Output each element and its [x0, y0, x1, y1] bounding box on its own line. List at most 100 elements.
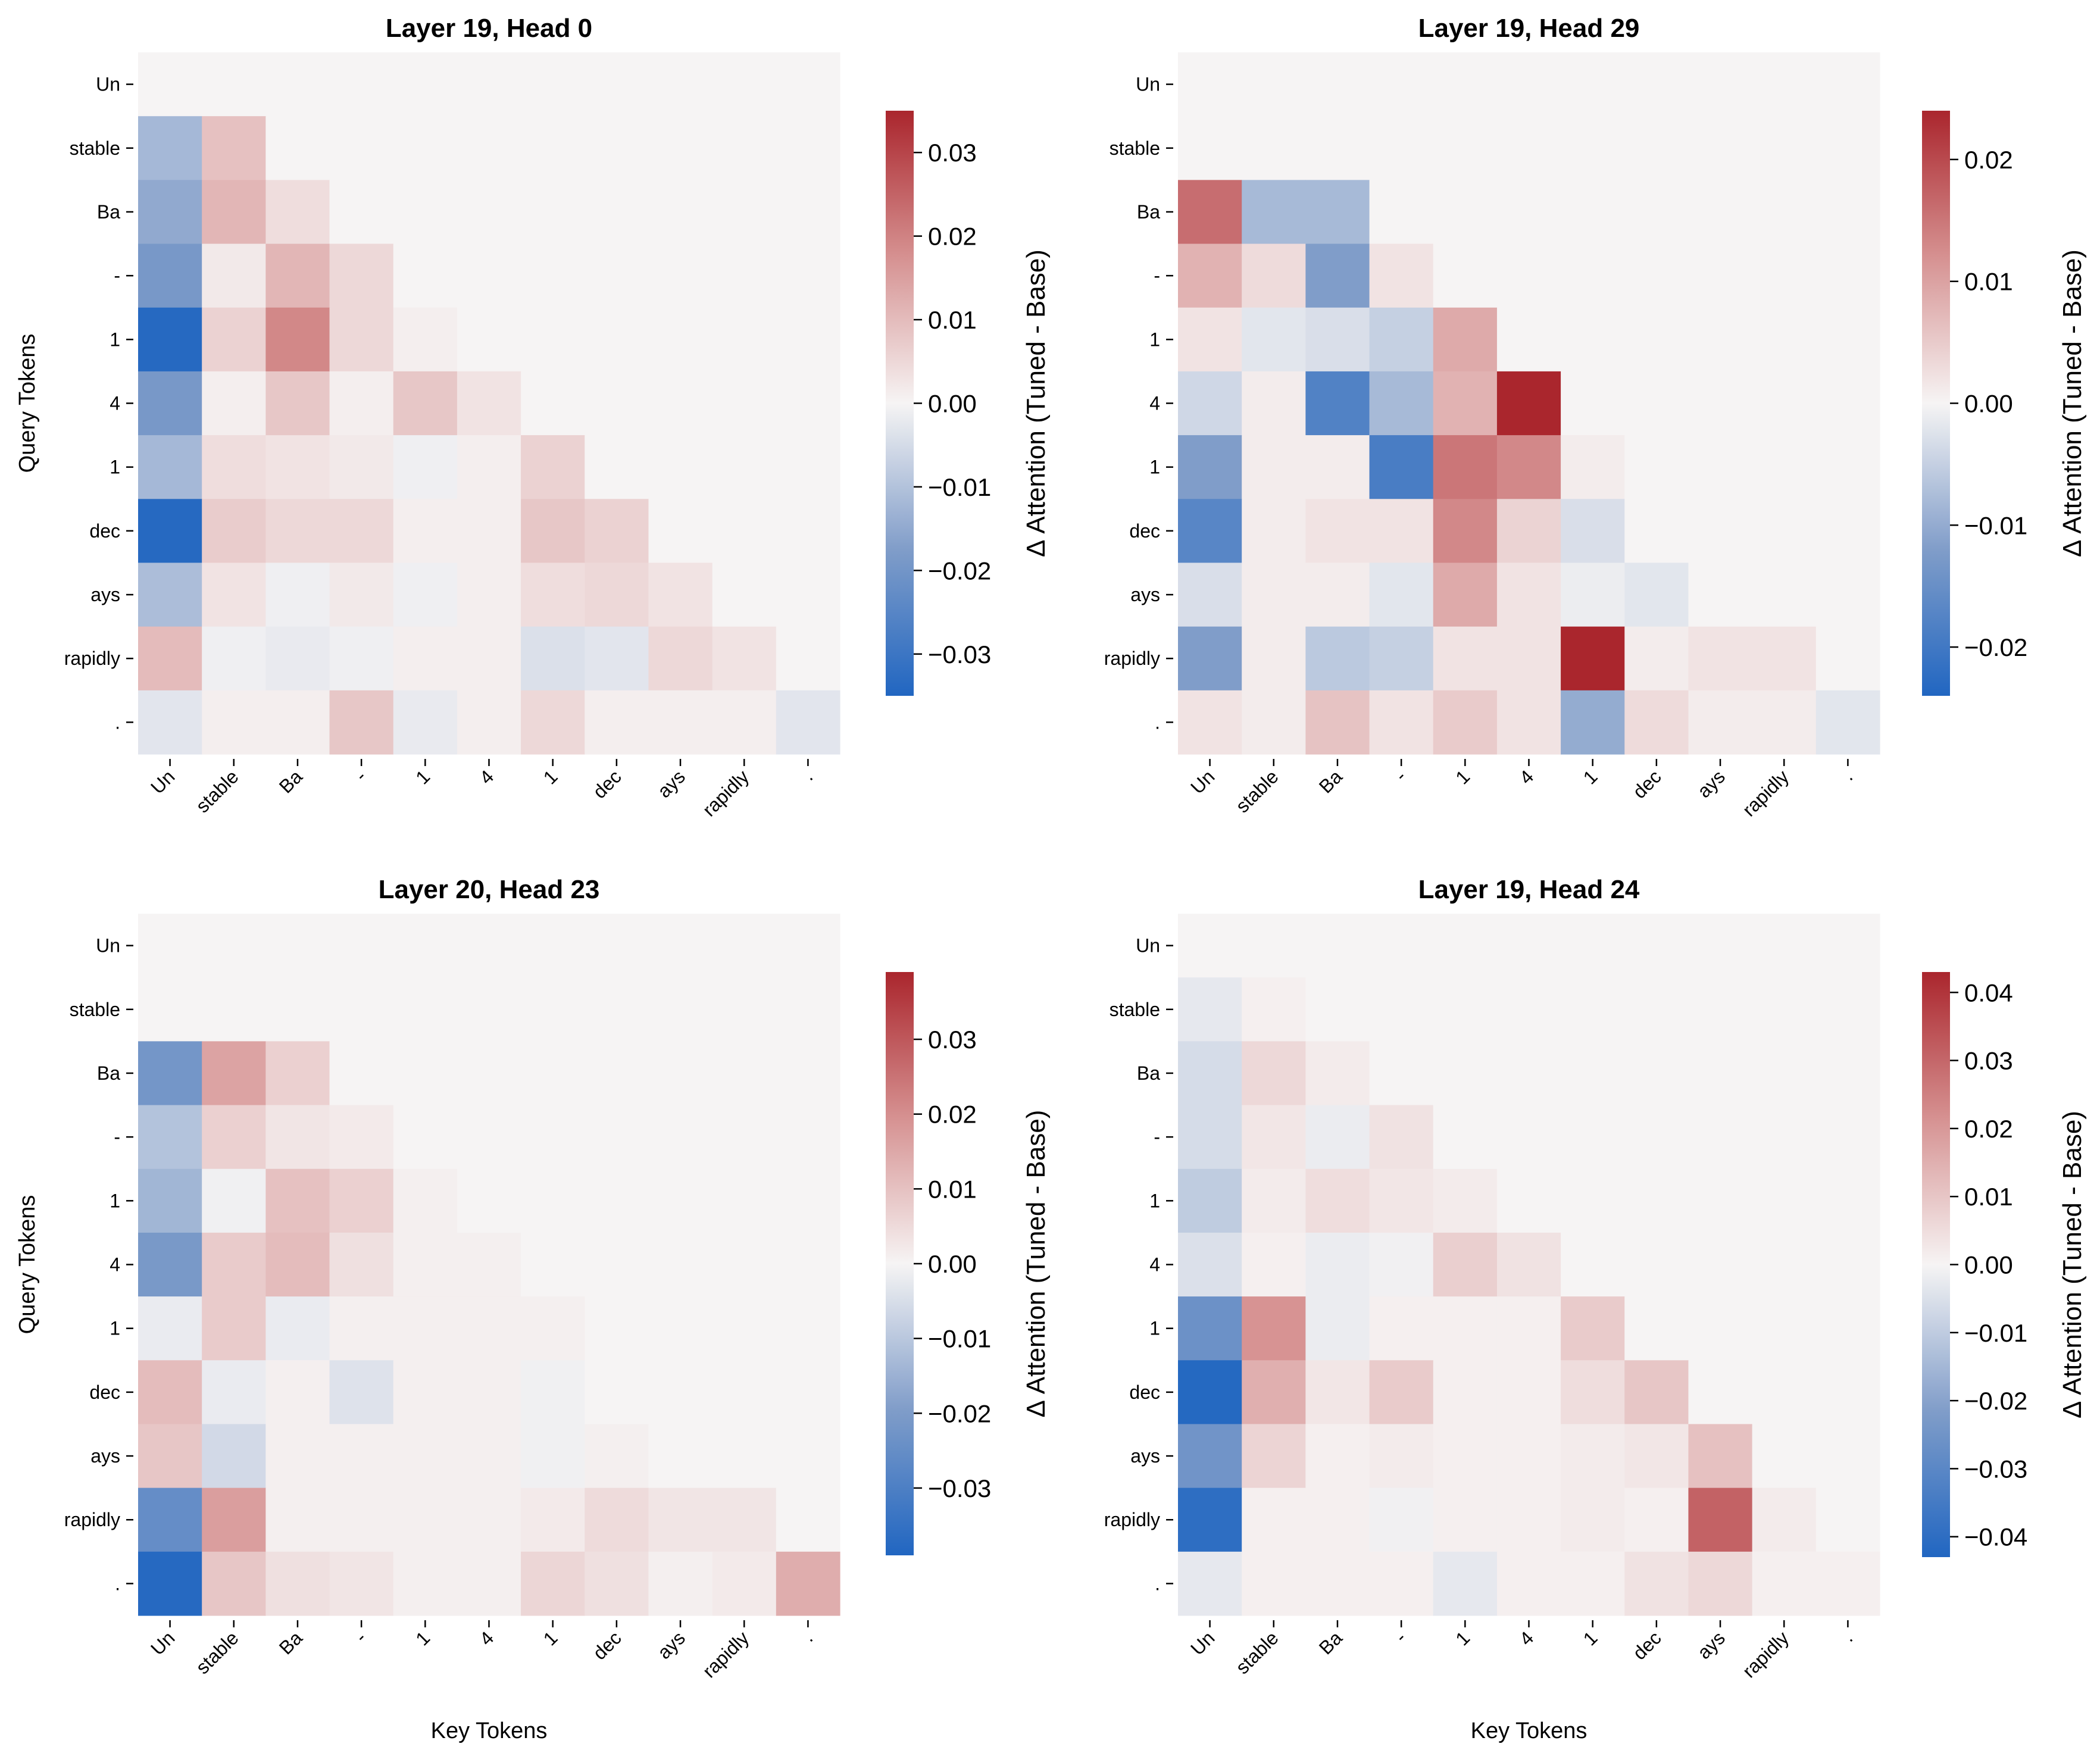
heatmap-cell [1688, 1487, 1753, 1552]
heatmap-cell [1178, 562, 1242, 627]
heatmap-cell [1369, 1105, 1434, 1170]
y-tick-label: dec [1129, 520, 1160, 542]
heatmap-cell [776, 1487, 840, 1552]
heatmap-cell [202, 243, 266, 308]
heatmap-cell [329, 1424, 394, 1489]
x-tick-label: 1 [539, 1627, 562, 1649]
heatmap-cell [1624, 307, 1689, 372]
x-tick-label: Un [146, 1627, 179, 1659]
heatmap-cell [1496, 1232, 1561, 1297]
heatmap-cell [393, 307, 458, 372]
heatmap-cell [1496, 180, 1561, 245]
heatmap-cell [138, 1232, 202, 1297]
colorbar-tick-label: −0.03 [1964, 1455, 2027, 1483]
x-tick-label: 1 [1451, 765, 1474, 788]
heatmap-cell [521, 1296, 585, 1361]
heatmap-cell [1688, 1041, 1753, 1106]
heatmap-cell [1688, 499, 1753, 564]
heatmap-cell [329, 371, 394, 436]
colorbar-tick-label: −0.02 [928, 1399, 991, 1427]
colorbar-gradient [886, 972, 914, 1555]
heatmap-cell [457, 1487, 521, 1552]
heatmap-cell [265, 562, 330, 627]
heatmap-cell [1752, 180, 1817, 245]
heatmap-cell [521, 1232, 585, 1297]
colorbar-tick-label: 0.02 [928, 1101, 977, 1129]
heatmap-cell [265, 435, 330, 499]
heatmap-cell [202, 1105, 266, 1170]
y-tick-label: Un [1136, 935, 1160, 957]
heatmap-cell [1815, 1232, 1880, 1297]
x-tick-label: Ba [275, 765, 307, 797]
heatmap-cell [457, 1105, 521, 1170]
x-tick-label: . [1838, 1627, 1857, 1646]
heatmap-cell [1496, 690, 1561, 755]
heatmap-cell [457, 1232, 521, 1297]
heatmap-cell [202, 180, 266, 245]
heatmap-cell [1561, 499, 1625, 564]
heatmap-cell [457, 116, 521, 180]
heatmap-cell [648, 499, 713, 564]
heatmap-cell [138, 52, 202, 117]
heatmap-cell [265, 1360, 330, 1425]
heatmap-cell [202, 1296, 266, 1361]
heatmap-cell [776, 1360, 840, 1425]
heatmap-cell [393, 1105, 458, 1170]
y-tick-label: 1 [1149, 1318, 1160, 1339]
heatmap-cell [138, 435, 202, 499]
heatmap-cell [712, 52, 777, 117]
colorbar: 0.03 0.02 0.01 0.00 −0.01 −0.02 −0.03 Δ Attenti… [886, 972, 1051, 1555]
heatmap-cell [1305, 435, 1370, 499]
y-tick-label: 1 [1149, 1190, 1160, 1211]
heatmap-cell [1433, 1105, 1498, 1170]
heatmap-cell [585, 1551, 649, 1616]
heatmap-cell [1561, 690, 1625, 755]
heatmap-cell [648, 1296, 713, 1361]
heatmap-cell [1815, 1296, 1880, 1361]
heatmap-cell [1624, 499, 1689, 564]
colorbar-tick-label: 0.00 [1964, 390, 2013, 418]
heatmap-cell [1178, 1232, 1242, 1297]
heatmap-cell [1815, 562, 1880, 627]
heatmap-cell [1369, 626, 1434, 691]
colorbar-tick-label: 0.03 [928, 139, 977, 167]
heatmap-cell [1624, 1232, 1689, 1297]
heatmap-cell [265, 690, 330, 755]
heatmap-cell [521, 52, 585, 117]
y-tick-label: 4 [1149, 1254, 1160, 1276]
heatmap-cell [138, 977, 202, 1042]
heatmap-cell [393, 1041, 458, 1106]
x-tick-label: stable [1232, 1627, 1283, 1678]
colorbar-tick-label: −0.02 [928, 557, 991, 585]
heatmap-cell [1624, 1487, 1689, 1552]
heatmap-cell [329, 499, 394, 564]
heatmap-cell [1242, 435, 1306, 499]
heatmap-cell [1305, 914, 1370, 978]
heatmap-cell [1433, 1041, 1498, 1106]
heatmap-cell [1624, 52, 1689, 117]
heatmap-cell [329, 562, 394, 627]
x-tick-label: Ba [275, 1627, 307, 1658]
heatmap-cell [648, 180, 713, 245]
heatmap-cell [393, 116, 458, 180]
heatmap-cell [329, 1487, 394, 1552]
heatmap-cell [265, 52, 330, 117]
heatmap-cell [1752, 1232, 1817, 1297]
colorbar-tick-label: −0.01 [1964, 1319, 2027, 1347]
heatmap-cell [1305, 1424, 1370, 1489]
heatmap-cell [1242, 499, 1306, 564]
y-tick-label: 1 [110, 1318, 120, 1339]
heatmap-cell [1178, 116, 1242, 180]
x-axis-label: Key Tokens [431, 1718, 548, 1743]
heatmap-cell [265, 116, 330, 180]
heatmap-cell [1561, 1041, 1625, 1106]
heatmap-cell [712, 1487, 777, 1552]
heatmap-cell [1242, 914, 1306, 978]
heatmap-cell [138, 1551, 202, 1616]
heatmap-cell [1178, 180, 1242, 245]
heatmap-cell [1433, 690, 1498, 755]
heatmap-cell [457, 1041, 521, 1106]
heatmap-cell [138, 116, 202, 180]
heatmap-cell [329, 243, 394, 308]
colorbar: 0.03 0.02 0.01 0.00 −0.01 −0.02 −0.03 Δ Attenti… [886, 111, 1051, 696]
